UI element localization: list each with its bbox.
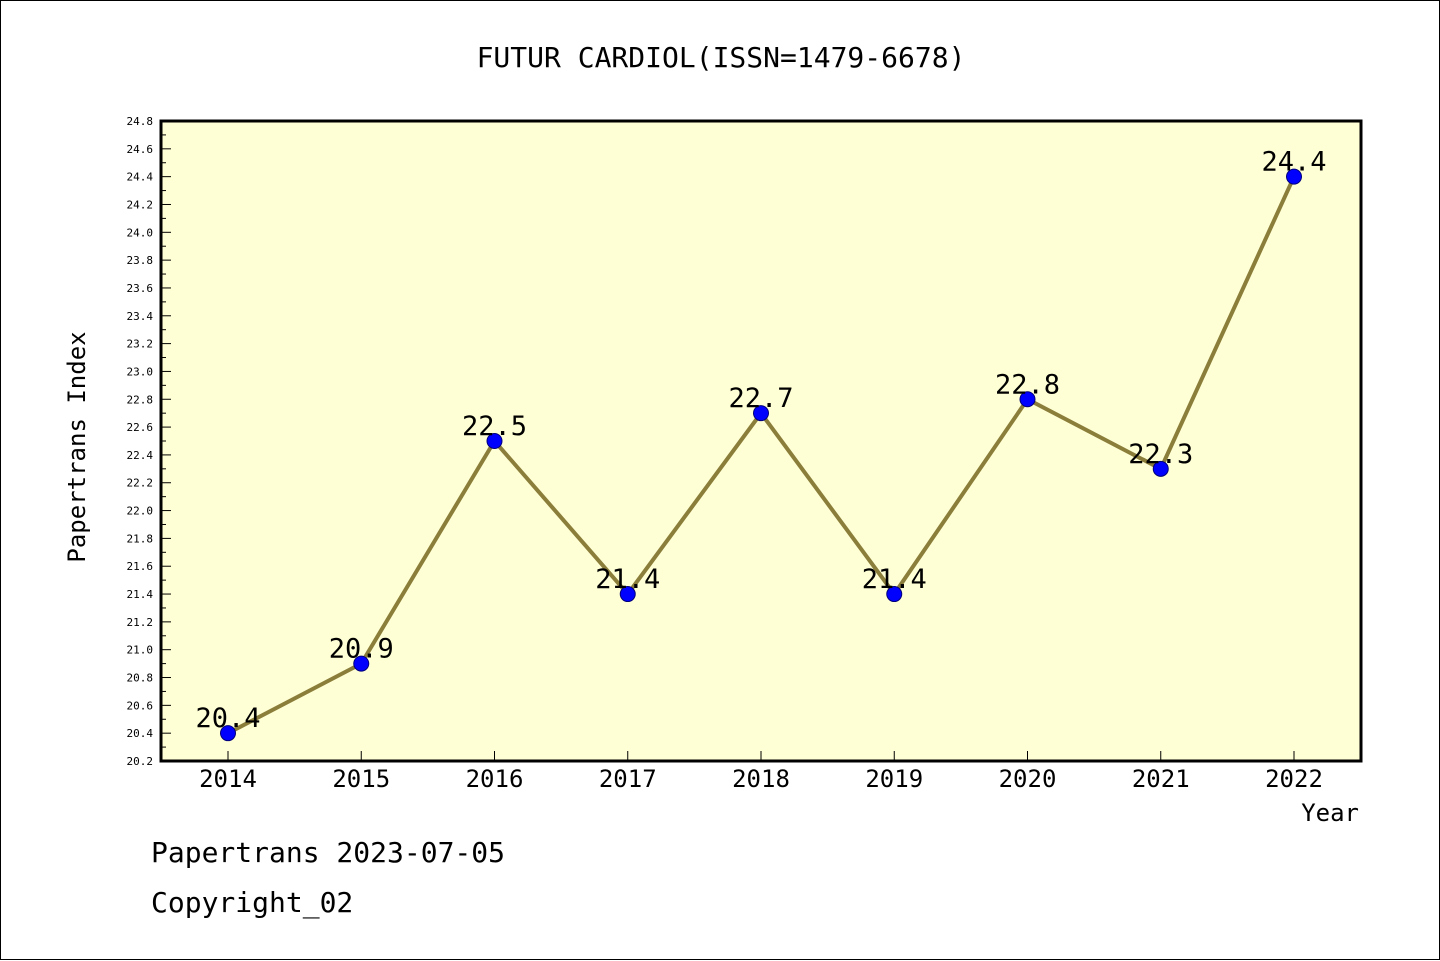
x-axis-title: Year: [1301, 799, 1359, 827]
y-tick-label: 23.2: [127, 338, 154, 351]
data-label: 22.8: [995, 369, 1060, 400]
data-label: 20.4: [195, 703, 260, 734]
chart-title: FUTUR CARDIOL(ISSN=1479-6678): [477, 41, 966, 74]
y-tick-label: 22.4: [127, 449, 154, 462]
data-label: 22.3: [1128, 439, 1193, 470]
series-markers: [220, 168, 1302, 742]
x-tick-label: 2021: [1132, 765, 1190, 793]
x-tick-label: 2017: [599, 765, 657, 793]
y-tick-label: 22.8: [127, 393, 154, 406]
y-tick-label: 20.8: [127, 672, 154, 685]
data-point: [353, 655, 370, 672]
footer-copyright: Copyright_02: [151, 886, 354, 919]
y-tick-label: 22.2: [127, 477, 154, 490]
y-tick-label: 20.6: [127, 699, 154, 712]
x-tick-label: 2019: [865, 765, 923, 793]
y-tick-label: 23.0: [127, 365, 154, 378]
data-label: 22.7: [728, 383, 793, 414]
x-tick-label: 2016: [466, 765, 524, 793]
x-tick-label: 2022: [1265, 765, 1323, 793]
y-tick-label: 24.6: [127, 143, 154, 156]
y-axis: 20.2 20.4 20.6 20.8 21.0 21.2 21.4 21.6 21.8 22.0…: [127, 115, 171, 768]
y-tick-label: 23.4: [127, 310, 154, 323]
x-axis: 2014 2015 2016 2017 2018 2019 2020 2021 2022: [199, 751, 1323, 793]
data-labels: 20.4 20.9 22.5 21.4 22.7 21.4 22.8 22.3 24.4: [195, 147, 1326, 735]
x-tick-label: 2014: [199, 765, 257, 793]
data-point: [486, 433, 503, 449]
data-point: [1286, 168, 1302, 185]
y-tick-label: 20.2: [127, 755, 154, 768]
y-tick-label: 24.4: [127, 171, 154, 184]
data-label: 22.5: [462, 411, 527, 442]
data-point: [220, 725, 236, 742]
data-label: 24.4: [1261, 147, 1326, 178]
data-label: 20.9: [329, 634, 394, 665]
y-axis-title: Papertrans Index: [63, 331, 91, 562]
data-label: 21.4: [862, 564, 927, 595]
y-tick-label: 22.6: [127, 421, 154, 434]
footer-date: Papertrans 2023-07-05: [151, 836, 506, 869]
y-tick-label: 23.8: [127, 254, 154, 267]
x-tick-label: 2020: [999, 765, 1057, 793]
data-point: [1019, 391, 1036, 408]
plot-area: [159, 119, 1363, 763]
y-tick-label: 23.6: [127, 282, 154, 295]
y-tick-label: 22.0: [127, 505, 154, 518]
y-tick-label: 21.4: [127, 588, 154, 601]
data-point: [753, 405, 769, 422]
y-tick-label: 24.8: [127, 115, 154, 128]
data-point: [1152, 460, 1169, 477]
y-tick-label: 21.8: [127, 532, 154, 545]
y-tick-label: 24.0: [127, 226, 154, 239]
data-point: [886, 586, 903, 603]
data-point: [619, 586, 636, 603]
y-tick-label: 20.4: [127, 727, 154, 740]
y-tick-label: 24.2: [127, 198, 154, 211]
y-tick-label: 21.0: [127, 644, 154, 657]
x-tick-label: 2015: [332, 765, 390, 793]
data-label: 21.4: [595, 564, 660, 595]
y-tick-label: 21.2: [127, 616, 154, 629]
y-tick-label: 21.6: [127, 560, 154, 573]
x-tick-label: 2018: [732, 765, 790, 793]
